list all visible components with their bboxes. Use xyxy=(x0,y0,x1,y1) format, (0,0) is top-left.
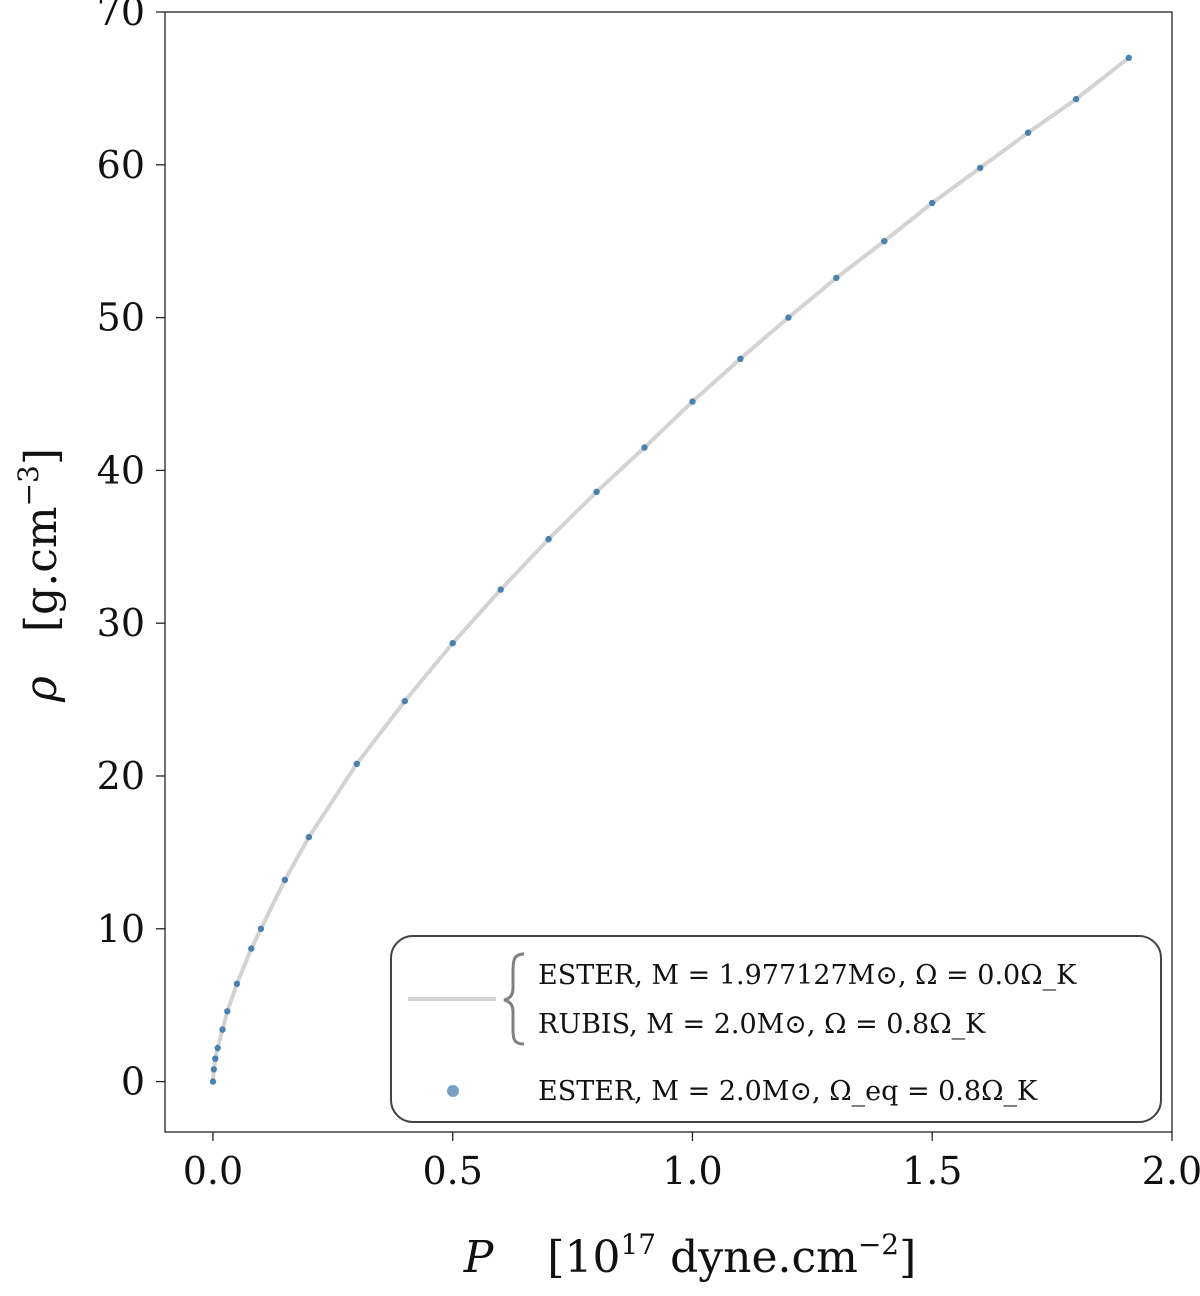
data-point xyxy=(401,697,408,705)
x-axis-unit-rest: dyne.cm xyxy=(656,1232,858,1283)
x-tick-label: 1.5 xyxy=(902,1149,962,1193)
axes-frame xyxy=(164,11,1173,1133)
x-axis-unit-close: ] xyxy=(899,1232,916,1283)
x-tick-label: 0.5 xyxy=(422,1149,482,1193)
y-axis-unit-close: ] xyxy=(16,448,67,465)
x-tick-label: 2.0 xyxy=(1142,1149,1200,1193)
y-axis-symbol: ρ xyxy=(16,676,67,703)
y-tick-label: 40 xyxy=(97,448,145,492)
data-point xyxy=(224,1008,231,1015)
data-point xyxy=(257,925,265,932)
x-axis-symbol: P xyxy=(463,1232,495,1283)
legend-brace-icon xyxy=(503,952,525,1046)
data-point xyxy=(305,833,313,841)
y-tick-label: 20 xyxy=(97,754,145,798)
data-point xyxy=(210,1066,218,1073)
x-axis-unit-exponent-2: −2 xyxy=(858,1228,899,1261)
legend-entry-line-2: RUBIS, M = 2.0M⊙, Ω = 0.8Ω_K xyxy=(538,1009,986,1040)
data-point xyxy=(929,199,936,207)
line-series-curve xyxy=(211,56,1131,1082)
data-point xyxy=(1125,54,1133,61)
y-tick-label: 30 xyxy=(97,601,145,645)
x-axis-unit-exponent: 17 xyxy=(620,1228,656,1261)
data-point xyxy=(785,314,792,321)
data-point xyxy=(281,876,289,884)
y-tick-label: 50 xyxy=(97,296,145,340)
data-point xyxy=(737,355,744,362)
x-tick-label: 0.0 xyxy=(183,1149,243,1193)
y-axis-ticks: 0 10 20 30 40 50 60 70 xyxy=(97,0,165,1104)
data-point xyxy=(593,488,600,495)
data-point xyxy=(248,945,255,952)
x-axis-unit-prefix: [10 xyxy=(547,1232,620,1283)
data-point xyxy=(209,1078,217,1085)
x-tick-label: 1.0 xyxy=(662,1149,722,1193)
legend-point-swatch xyxy=(447,1085,459,1097)
data-point xyxy=(833,274,840,282)
data-point xyxy=(353,760,360,767)
data-point xyxy=(1024,129,1032,136)
data-point xyxy=(641,444,648,451)
data-point xyxy=(449,639,456,647)
y-axis-unit-prefix: [g.cm xyxy=(16,506,67,632)
y-tick-label: 10 xyxy=(97,907,145,951)
data-point xyxy=(497,586,504,593)
data-point xyxy=(233,980,241,987)
data-point xyxy=(1072,95,1080,103)
x-axis-ticks: 0.0 0.5 1.0 1.5 2.0 xyxy=(183,1132,1200,1193)
line-series-layer xyxy=(211,56,1131,1082)
data-point xyxy=(545,535,552,543)
y-tick-label: 60 xyxy=(97,143,145,187)
data-point xyxy=(881,238,888,245)
y-axis-label: ρ [g.cm−3] xyxy=(12,448,67,703)
y-tick-label: 0 xyxy=(121,1060,145,1104)
legend-box xyxy=(390,935,1162,1123)
y-tick-label: 70 xyxy=(97,0,145,34)
legend: ESTER, M = 1.977127M⊙, Ω = 0.0Ω_K RUBIS,… xyxy=(390,935,1162,1123)
data-point xyxy=(977,164,984,172)
legend-entry-points: ESTER, M = 2.0M⊙, Ω_eq = 0.8Ω_K xyxy=(538,1076,1038,1107)
y-axis-unit-exponent: −3 xyxy=(12,465,45,506)
x-axis-label: P [1017 dyne.cm−2] xyxy=(463,1228,917,1283)
plot-area xyxy=(209,54,1133,1085)
data-point xyxy=(689,398,696,405)
legend-entry-line-1: ESTER, M = 1.977127M⊙, Ω = 0.0Ω_K xyxy=(538,960,1077,991)
data-point xyxy=(214,1044,221,1052)
points-series-layer xyxy=(209,54,1133,1085)
data-point xyxy=(212,1055,219,1062)
data-point xyxy=(219,1026,226,1033)
